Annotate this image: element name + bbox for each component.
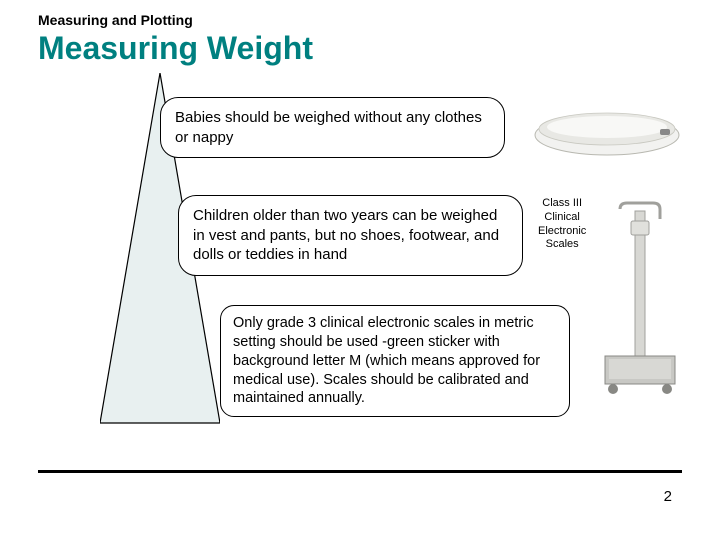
callout-scales: Only grade 3 clinical electronic scales … [220, 305, 570, 417]
scale-label-line4: Scales [546, 238, 579, 250]
stand-scale-image [595, 201, 685, 396]
callout-children: Children older than two years can be wei… [178, 195, 523, 276]
content-area: Babies should be weighed without any clo… [0, 67, 720, 447]
scale-label-line3: Electronic [538, 225, 586, 237]
slide-title: Measuring Weight [38, 30, 720, 67]
slide-subtitle: Measuring and Plotting [38, 12, 720, 28]
page-number: 2 [664, 488, 672, 505]
footer-divider [38, 470, 682, 473]
baby-scale-image [532, 97, 682, 157]
scale-label: Class III Clinical Electronic Scales [538, 197, 586, 252]
callout-babies: Babies should be weighed without any clo… [160, 97, 505, 158]
scale-label-line1: Class III [542, 197, 582, 209]
scale-label-line2: Clinical [544, 211, 579, 223]
